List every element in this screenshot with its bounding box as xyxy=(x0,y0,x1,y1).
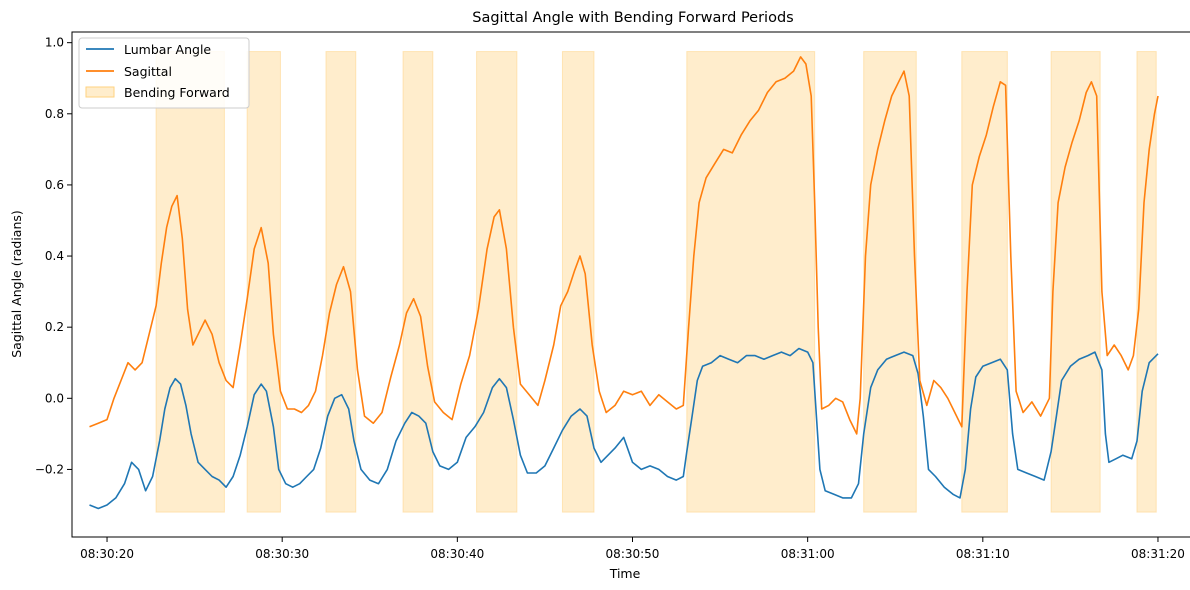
x-tick-label-6: 08:31:20 xyxy=(1131,547,1185,561)
bending-forward-band-4 xyxy=(476,51,518,513)
x-axis-ticks: 08:30:20 08:30:30 08:30:40 08:30:50 08:31:00… xyxy=(80,537,1185,561)
bending-forward-band-6 xyxy=(686,51,816,513)
x-tick-label-1: 08:30:30 xyxy=(255,547,309,561)
legend-swatch-bending-forward xyxy=(85,86,115,98)
x-tick-label-5: 08:31:10 xyxy=(956,547,1010,561)
bending-forward-band-2 xyxy=(325,51,357,513)
series-line-sagittal xyxy=(89,56,1159,435)
bending-forward-bands xyxy=(155,51,1157,513)
y-tick-label-6: 1.0 xyxy=(45,36,64,50)
y-tick-label-4: 0.6 xyxy=(45,178,64,192)
bending-forward-band-9 xyxy=(1050,51,1101,513)
legend-label-lumbar-angle: Lumbar Angle xyxy=(124,42,211,57)
bending-forward-band-8 xyxy=(961,51,1008,513)
bending-forward-band-3 xyxy=(402,51,434,513)
y-tick-label-5: 0.8 xyxy=(45,107,64,121)
bending-forward-band-0 xyxy=(155,51,225,513)
x-tick-label-2: 08:30:40 xyxy=(430,547,484,561)
legend-label-sagittal: Sagittal xyxy=(124,64,172,79)
y-axis-label: Sagittal Angle (radians) xyxy=(9,210,24,358)
series-line-lumbar-angle xyxy=(89,347,1159,510)
y-tick-label-1: 0.0 xyxy=(45,391,64,405)
series-layer xyxy=(89,56,1159,510)
x-tick-label-3: 08:30:50 xyxy=(606,547,660,561)
x-axis-label: Time xyxy=(609,566,641,581)
y-tick-label-0: −0.2 xyxy=(35,462,64,476)
bending-forward-band-5 xyxy=(561,51,595,513)
y-tick-label-2: 0.2 xyxy=(45,320,64,334)
bending-forward-band-7 xyxy=(863,51,917,513)
chart-title: Sagittal Angle with Bending Forward Peri… xyxy=(472,10,793,26)
legend: Lumbar Angle Sagittal Bending Forward xyxy=(78,37,250,109)
x-tick-label-0: 08:30:20 xyxy=(80,547,134,561)
x-tick-label-4: 08:31:00 xyxy=(781,547,835,561)
legend-label-bending-forward: Bending Forward xyxy=(124,85,230,100)
y-tick-label-3: 0.4 xyxy=(45,249,64,263)
y-axis-ticks: −0.2 0.0 0.2 0.4 0.6 0.8 1.0 xyxy=(35,36,72,476)
legend-box xyxy=(78,37,250,109)
